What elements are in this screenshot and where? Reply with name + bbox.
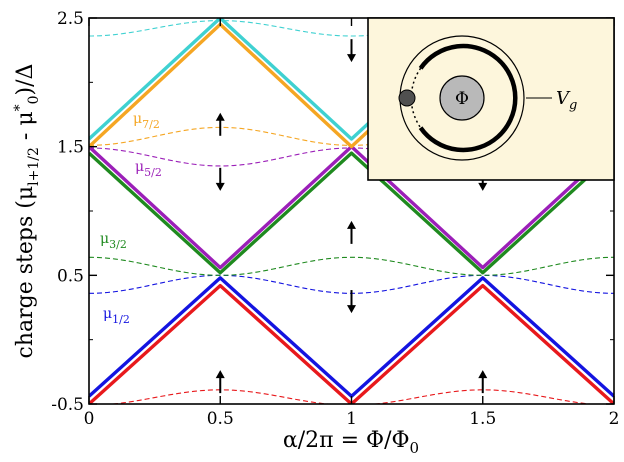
dashed-curve-1 (89, 256, 614, 276)
y-axis-title-sub1: l+1/2 (26, 147, 42, 186)
x-tick-label-4: 2 (609, 409, 620, 429)
series-labels: μ1/2 μ3/2 μ5/2 μ7/2 (100, 111, 162, 326)
inset-flux-region (439, 75, 485, 121)
spin-arrow-down (347, 290, 356, 314)
inset-gate-label: Vg (556, 88, 577, 113)
y-axis-title-pre: charge steps (μ (13, 186, 38, 359)
x-tick-label-2: 1 (346, 409, 357, 429)
y-axis-title-sup: * (12, 104, 28, 111)
spin-arrow-up (478, 370, 488, 394)
series-label-3-2: μ3/2 (100, 231, 127, 251)
x-axis-title: α/2π = Φ/Φ0 (283, 428, 419, 457)
series-label-1-2: μ1/2 (103, 306, 130, 326)
spin-arrow-down (347, 39, 356, 63)
inset-flux-label: Φ (455, 89, 469, 109)
x-tick-label-0: 0 (84, 409, 95, 429)
dashed-curve-4 (107, 389, 596, 404)
spin-arrow-up (347, 220, 356, 244)
spin-arrow-up (215, 112, 225, 136)
x-axis-title-main: α/2π = Φ/Φ (283, 428, 410, 453)
solid-curve-2 (89, 151, 614, 275)
x-tick-label-1: 0.5 (207, 409, 234, 429)
series-label-7-2: μ7/2 (133, 111, 160, 131)
spin-arrow-down (215, 167, 225, 191)
y-axis-title-mid: - μ (13, 111, 38, 147)
y-axis-title-post: )/Δ (13, 64, 38, 96)
inset-ring-arm (418, 43, 518, 153)
y-axis-title: charge steps (μl+1/2 - μ*0)/Δ (12, 64, 42, 359)
y-tick-label-2: 1.5 (57, 138, 84, 158)
spin-arrows (215, 39, 488, 394)
inset-gate-label-sub: g (569, 98, 577, 113)
x-axis-title-sub: 0 (410, 439, 420, 457)
solid-curve-0 (89, 283, 614, 404)
spin-arrow-up (215, 370, 225, 394)
y-axis-title-sub2: 0 (26, 95, 42, 104)
inset-gate-label-main: V (556, 88, 571, 109)
y-tick-label-3: 2.5 (57, 9, 84, 29)
tick-labels: 0 0.5 1 1.5 2 -0.5 0.5 1.5 2.5 (51, 9, 619, 429)
ring-device-inset: Φ Vg (367, 17, 615, 181)
y-tick-label-0: -0.5 (51, 395, 84, 415)
series-label-5-2: μ5/2 (135, 159, 162, 179)
x-tick-label-3: 1.5 (469, 409, 496, 429)
y-tick-label-1: 0.5 (57, 266, 84, 286)
inset-quantum-dot (398, 89, 416, 107)
